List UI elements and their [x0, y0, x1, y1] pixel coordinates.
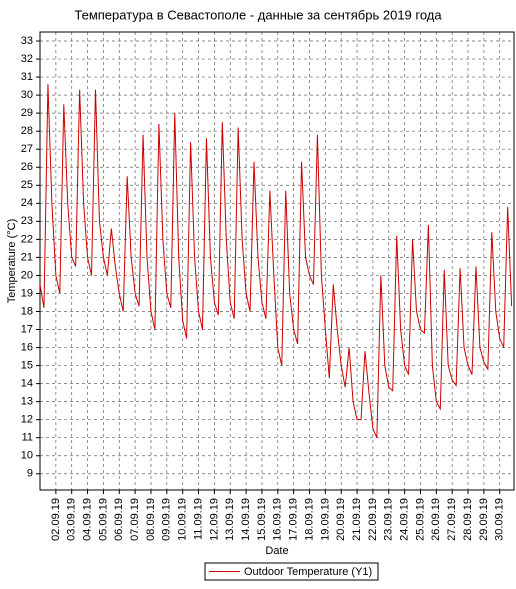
y-tick-label: 20 — [21, 269, 33, 281]
x-axis-label: Date — [265, 545, 288, 557]
y-tick-label: 27 — [21, 143, 33, 155]
y-tick-label: 9 — [27, 468, 33, 480]
x-tick-label: 10.09.19 — [177, 498, 189, 541]
x-tick-label: 28.09.19 — [462, 498, 474, 541]
x-tick-label: 20.09.19 — [335, 498, 347, 541]
x-tick-label: 18.09.19 — [303, 498, 315, 541]
x-tick-label: 25.09.19 — [414, 498, 426, 541]
chart-title: Температура в Севастополе - данные за се… — [74, 7, 442, 22]
legend: Outdoor Temperature (Y1) — [204, 562, 379, 581]
x-tick-label: 11.09.19 — [192, 498, 204, 540]
x-tick-label: 04.09.19 — [81, 498, 93, 541]
y-tick-label: 13 — [21, 396, 33, 408]
x-tick-label: 13.09.19 — [224, 498, 236, 541]
y-tick-label: 21 — [21, 251, 33, 263]
y-tick-label: 22 — [21, 233, 33, 245]
x-tick-label: 05.09.19 — [97, 498, 109, 541]
legend-box — [204, 562, 379, 581]
x-tick-label: 17.09.19 — [288, 498, 300, 541]
y-tick-label: 18 — [21, 305, 33, 317]
x-tick-label: 08.09.19 — [145, 498, 157, 541]
y-tick-label: 23 — [21, 215, 33, 227]
y-tick-label: 32 — [21, 53, 33, 65]
y-tick-label: 31 — [21, 71, 33, 83]
x-tick-label: 30.09.19 — [494, 498, 506, 541]
x-tick-label: 16.09.19 — [272, 498, 284, 541]
x-tick-label: 06.09.19 — [113, 498, 125, 541]
y-tick-label: 24 — [21, 197, 33, 209]
y-tick-label: 11 — [22, 432, 33, 444]
y-tick-label: 28 — [21, 125, 33, 137]
x-tick-label: 09.09.19 — [161, 498, 173, 541]
x-tick-label: 29.09.19 — [478, 498, 490, 541]
y-tick-label: 30 — [21, 89, 33, 101]
y-tick-label: 26 — [21, 161, 33, 173]
x-tick-label: 21.09.19 — [351, 498, 363, 541]
x-tick-label: 23.09.19 — [383, 498, 395, 541]
x-tick-label: 02.09.19 — [50, 498, 62, 541]
y-tick-label: 19 — [21, 287, 33, 299]
x-tick-label: 03.09.19 — [66, 498, 78, 541]
y-axis-label: Temperature (°C) — [6, 219, 18, 303]
x-tick-label: 19.09.19 — [319, 498, 331, 541]
y-tick-label: 29 — [21, 107, 33, 119]
legend-label: Outdoor Temperature (Y1) — [244, 566, 372, 578]
y-tick-label: 16 — [21, 341, 33, 353]
plot-frame — [39, 31, 515, 491]
x-tick-label: 15.09.19 — [256, 498, 268, 541]
y-tick-label: 12 — [21, 414, 33, 426]
x-tick-label: 12.09.19 — [208, 498, 220, 541]
y-tick-label: 33 — [21, 35, 33, 47]
y-tick-label: 25 — [21, 179, 33, 191]
y-tick-label: 14 — [21, 378, 33, 390]
y-tick-label: 10 — [21, 450, 33, 462]
x-tick-label: 26.09.19 — [430, 498, 442, 541]
x-tick-label: 22.09.19 — [367, 498, 379, 541]
data-line — [39, 84, 513, 438]
y-tick-label: 17 — [21, 323, 33, 335]
x-tick-label: 24.09.19 — [399, 498, 411, 541]
x-tick-label: 27.09.19 — [446, 498, 458, 541]
x-tick-label: 07.09.19 — [129, 498, 141, 541]
y-tick-label: 15 — [21, 359, 33, 371]
x-tick-label: 14.09.19 — [240, 498, 252, 541]
